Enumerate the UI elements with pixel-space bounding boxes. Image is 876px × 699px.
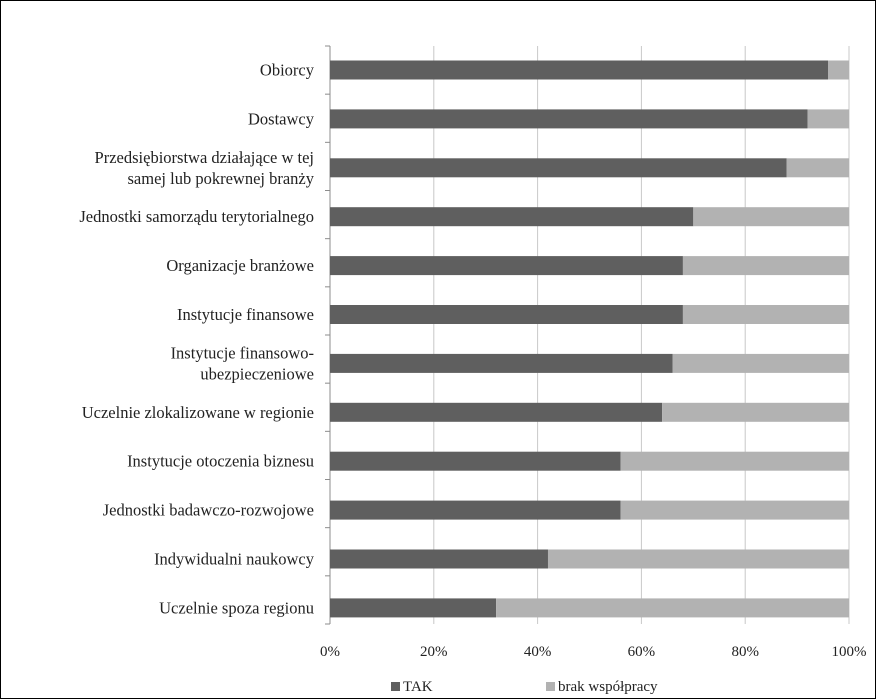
bar-tak bbox=[330, 598, 496, 617]
x-tick-label: 20% bbox=[420, 644, 448, 660]
bar-brak bbox=[548, 550, 849, 569]
category-label: samej lub pokrewnej branży bbox=[128, 169, 315, 188]
bar-brak bbox=[693, 207, 849, 226]
x-tick-label: 0% bbox=[320, 644, 340, 660]
bar-tak bbox=[330, 550, 548, 569]
category-label: Przedsiębiorstwa działające w tej bbox=[95, 148, 314, 167]
legend-swatch bbox=[391, 682, 400, 691]
legend-label: TAK bbox=[403, 679, 433, 695]
x-tick-label: 40% bbox=[524, 644, 552, 660]
bar-tak bbox=[330, 305, 683, 324]
category-label: Uczelnie zlokalizowane w regionie bbox=[82, 403, 314, 422]
bar-brak bbox=[621, 452, 849, 471]
category-label: Uczelnie spoza regionu bbox=[159, 598, 314, 617]
x-tick-labels: 0% 20% 40% 60% 80% 100% bbox=[320, 644, 867, 660]
legend-label: brak współpracy bbox=[558, 679, 658, 695]
bars bbox=[330, 61, 849, 618]
bar-tak bbox=[330, 403, 662, 422]
bar-brak bbox=[662, 403, 849, 422]
category-label: Organizacje branżowe bbox=[166, 256, 314, 275]
bar-tak bbox=[330, 109, 807, 128]
legend-swatch bbox=[546, 682, 555, 691]
category-axis bbox=[325, 46, 330, 624]
bar-brak bbox=[673, 354, 849, 373]
bar-tak bbox=[330, 207, 693, 226]
category-label: Obiorcy bbox=[260, 61, 315, 80]
category-label: Instytucje finansowo- bbox=[171, 343, 314, 362]
bar-tak bbox=[330, 452, 621, 471]
category-label: Instytucje otoczenia biznesu bbox=[127, 452, 314, 471]
bar-tak bbox=[330, 61, 828, 80]
bar-brak bbox=[683, 256, 849, 275]
bar-tak bbox=[330, 256, 683, 275]
grid-lines bbox=[330, 46, 849, 624]
x-tick-label: 80% bbox=[731, 644, 759, 660]
bar-brak bbox=[496, 598, 849, 617]
category-label: Indywidualni naukowcy bbox=[154, 550, 315, 569]
legend: TAK brak współpracy bbox=[391, 679, 658, 695]
bar-brak bbox=[828, 61, 849, 80]
bar-tak bbox=[330, 354, 673, 373]
bar-tak bbox=[330, 158, 787, 177]
bar-brak bbox=[807, 109, 849, 128]
category-labels: Obiorcy Dostawcy Przedsiębiorstwa działają… bbox=[79, 61, 314, 618]
bar-brak bbox=[683, 305, 849, 324]
bar-brak bbox=[787, 158, 849, 177]
category-label: Dostawcy bbox=[248, 109, 315, 128]
bar-brak bbox=[621, 501, 849, 520]
bar-tak bbox=[330, 501, 621, 520]
x-tick-label: 100% bbox=[832, 644, 867, 660]
category-label: Jednostki badawczo-rozwojowe bbox=[103, 501, 314, 520]
category-label: Instytucje finansowe bbox=[177, 305, 314, 324]
category-label: ubezpieczeniowe bbox=[200, 364, 314, 383]
category-label: Jednostki samorządu terytorialnego bbox=[79, 207, 314, 226]
x-tick-label: 60% bbox=[628, 644, 656, 660]
